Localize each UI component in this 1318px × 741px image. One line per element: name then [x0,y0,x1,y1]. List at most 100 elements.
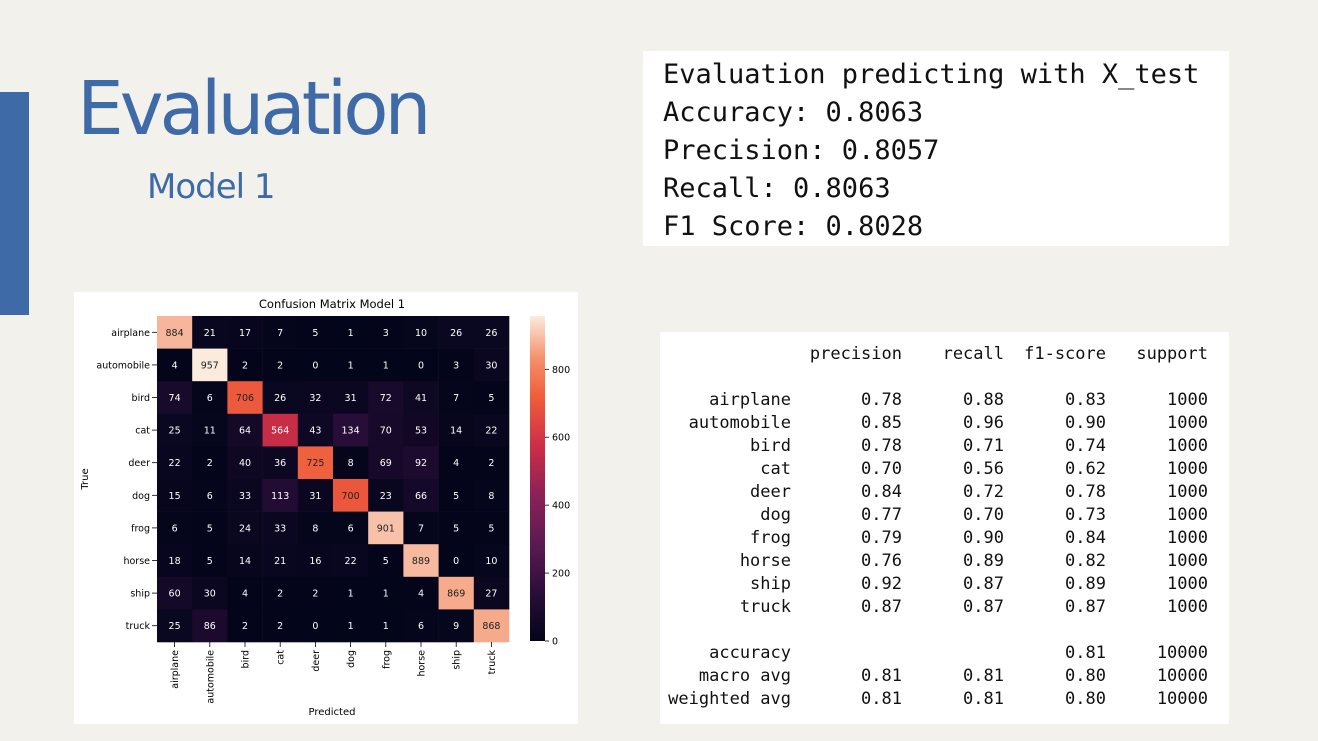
heatmap-cell [192,446,228,480]
report-value: 1000 [1167,505,1208,525]
heatmap-cell [297,446,334,480]
report-value: 1000 [1167,436,1208,456]
heatmap-cell [262,511,299,545]
cell-value-label: 3 [383,328,389,339]
heatmap-cell [333,544,369,578]
cell-value-label: 14 [450,426,462,437]
heatmap-cell [403,381,439,415]
x-tick-label: ship [452,650,463,670]
cell-value-label: 868 [482,621,500,632]
confusion-matrix-chart: Confusion Matrix Model 1 884 21 17 7 5 1 3 10 26… [80,297,570,718]
heatmap-cell [262,316,299,349]
cell-value-label: 4 [242,589,248,600]
heatmap-cell [368,348,404,382]
report-value: 0.84 [861,482,902,502]
heatmap-cell [192,348,228,382]
heatmap-cell [297,576,334,610]
cell-value-label: 24 [239,523,251,534]
y-tick-label: horse [123,556,150,567]
heatmap-cell [227,576,263,610]
metrics-heading: Evaluation predicting with X_test [663,59,1200,90]
y-tick-label: deer [128,458,150,469]
cell-value-label: 25 [169,426,181,437]
cell-value-label: 36 [274,458,286,469]
cell-value-label: 18 [169,556,181,567]
heatmap-cell [227,316,263,349]
heatmap-cell [227,479,263,512]
report-value: 0.96 [963,413,1004,433]
cell-value-label: 901 [377,523,395,534]
heatmap-cell [297,511,334,545]
heatmap-cell [438,479,475,512]
colorbar-tick-label: 200 [552,569,570,580]
cell-value-label: 134 [342,426,360,437]
report-class-label: bird [750,436,791,456]
heatmap-cell [297,544,334,578]
heatmap-cell [438,381,475,415]
cell-value-label: 25 [169,621,181,632]
slide-subtitle: Model 1 [147,167,276,207]
cell-value-label: 26 [274,393,286,404]
heatmap-cell [227,381,263,415]
report-value: 0.89 [1065,574,1106,594]
x-tick-label: frog [381,650,392,669]
cell-value-label: 957 [201,360,219,371]
cell-value-label: 10 [415,328,427,339]
x-tick-label: cat [276,650,287,665]
heatmap-cell [438,576,475,610]
accent-bar [0,92,29,315]
cell-value-label: 33 [239,491,251,502]
cell-value-label: 7 [418,523,424,534]
heatmap-cell [192,316,228,349]
cell-value-label: 8 [348,458,354,469]
heatmap-cell [192,413,228,447]
cell-value-label: 86 [204,621,216,632]
cell-value-label: 0 [312,621,318,632]
cell-value-label: 8 [488,491,494,502]
heatmap-cell [157,316,193,349]
colorbar-tick-label: 600 [552,433,570,444]
heatmap-cell [262,479,299,512]
report-value: 1000 [1167,482,1208,502]
y-tick-label: truck [126,621,151,632]
cell-value-label: 1 [383,360,389,371]
heatmap-cell [333,413,369,447]
cell-value-label: 3 [453,360,459,371]
heatmap-cell [473,609,510,643]
cell-value-label: 5 [383,556,389,567]
report-value: 0.90 [963,528,1004,548]
report-value: 0.84 [1065,528,1106,548]
cell-value-label: 706 [236,393,254,404]
report-value: 0.81 [963,689,1004,709]
heatmap-cell [438,413,475,447]
heatmap-cell [333,446,369,480]
cell-value-label: 0 [418,360,424,371]
cell-value-label: 41 [415,393,427,404]
chart-title: Confusion Matrix Model 1 [259,297,405,311]
heatmap-cell [157,381,193,415]
cell-value-label: 1 [383,621,389,632]
heatmap-cell [403,316,439,349]
report-value: 0.74 [1065,436,1106,456]
colorbar-tick-label: 800 [552,365,570,376]
heatmap-cell [297,609,334,643]
cell-value-label: 53 [415,426,427,437]
cell-value-label: 30 [204,589,216,600]
cell-value-label: 30 [485,360,497,371]
heatmap-cell [403,479,439,512]
report-value: 0.62 [1065,459,1106,479]
heatmap-cell [473,479,510,512]
heatmap-cell [157,544,193,578]
cell-value-label: 869 [447,589,465,600]
heatmap-cell [157,446,193,480]
report-value: 0.81 [963,666,1004,686]
report-value: 0.81 [861,689,902,709]
cell-value-label: 6 [172,523,178,534]
heatmap-cell [368,511,404,545]
cell-value-label: 11 [204,426,216,437]
cell-value-label: 22 [345,556,357,567]
y-tick-label: automobile [96,360,150,371]
heatmap-cell [333,316,369,349]
heatmap-cell [297,381,334,415]
heatmap-cell [473,381,510,415]
